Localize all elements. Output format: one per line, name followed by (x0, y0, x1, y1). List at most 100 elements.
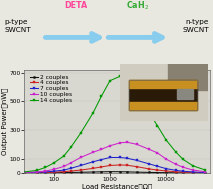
14 couples (100, 95, 103, 98)
Line: 14 couples: 14 couples (23, 75, 206, 173)
7 couples (69, 167, 72, 170)
10 couples (192, 169, 194, 171)
14 couples (53, 162, 55, 164)
2 couples (204, 172, 207, 174)
2 couples (182, 172, 184, 174)
10 couples (165, 158, 167, 160)
14 couples (126, 78, 128, 80)
7 couples (165, 167, 167, 170)
14 couples (79, 132, 82, 134)
14 couples (23, 171, 26, 173)
4 couples (192, 171, 194, 174)
14 couples (156, 125, 159, 127)
10 couples (44, 170, 46, 172)
7 couples (204, 171, 207, 174)
4 couples (62, 170, 65, 173)
7 couples (119, 156, 121, 159)
7 couples (62, 169, 65, 171)
X-axis label: Load Resistance（Ω）: Load Resistance（Ω） (82, 184, 152, 189)
Text: DETA: DETA (64, 1, 87, 10)
2 couples (126, 171, 128, 173)
7 couples (192, 171, 194, 173)
7 couples (156, 165, 159, 167)
2 couples (156, 171, 159, 174)
10 couples (126, 141, 128, 143)
2 couples (165, 172, 167, 174)
7 couples (175, 169, 177, 171)
2 couples (44, 172, 46, 174)
14 couples (69, 146, 72, 149)
10 couples (69, 162, 72, 164)
14 couples (165, 139, 167, 141)
Text: CaH$_2$: CaH$_2$ (126, 0, 149, 12)
10 couples (148, 148, 151, 150)
2 couples (36, 172, 38, 174)
2 couples (192, 172, 194, 174)
10 couples (36, 171, 38, 173)
10 couples (156, 152, 159, 154)
Y-axis label: Output Power（nW）: Output Power（nW） (1, 88, 8, 155)
14 couples (148, 112, 151, 114)
14 couples (62, 155, 65, 157)
10 couples (182, 166, 184, 168)
7 couples (109, 156, 111, 159)
2 couples (62, 171, 65, 174)
2 couples (92, 171, 94, 173)
4 couples (79, 169, 82, 171)
7 couples (23, 171, 26, 174)
10 couples (109, 145, 111, 147)
2 couples (69, 171, 72, 174)
14 couples (109, 80, 111, 82)
10 couples (53, 168, 55, 170)
7 couples (182, 170, 184, 172)
10 couples (119, 142, 121, 144)
2 couples (79, 171, 82, 174)
Bar (177, 89, 193, 99)
7 couples (100, 159, 103, 161)
Bar (129, 80, 197, 88)
10 couples (92, 151, 94, 153)
4 couples (156, 169, 159, 171)
Bar (129, 102, 197, 110)
2 couples (109, 170, 111, 173)
2 couples (53, 172, 55, 174)
4 couples (165, 170, 167, 172)
7 couples (135, 159, 138, 161)
14 couples (175, 151, 177, 153)
Bar (129, 80, 197, 110)
Line: 4 couples: 4 couples (23, 164, 206, 174)
4 couples (126, 164, 128, 166)
2 couples (23, 172, 26, 174)
10 couples (100, 148, 103, 150)
4 couples (109, 164, 111, 167)
Bar (168, 64, 208, 90)
4 couples (92, 167, 94, 170)
2 couples (135, 171, 138, 173)
4 couples (182, 171, 184, 173)
4 couples (69, 170, 72, 172)
7 couples (53, 170, 55, 172)
Text: p-type
SWCNT: p-type SWCNT (4, 19, 31, 33)
4 couples (148, 168, 151, 170)
2 couples (100, 171, 103, 173)
Line: 2 couples: 2 couples (23, 170, 206, 174)
4 couples (53, 171, 55, 173)
14 couples (204, 169, 207, 171)
4 couples (135, 166, 138, 168)
2 couples (119, 171, 121, 173)
4 couples (119, 164, 121, 166)
4 couples (175, 171, 177, 173)
4 couples (100, 166, 103, 168)
10 couples (204, 171, 207, 173)
Line: 10 couples: 10 couples (23, 141, 206, 174)
7 couples (126, 157, 128, 159)
7 couples (44, 171, 46, 173)
7 couples (92, 161, 94, 163)
4 couples (44, 171, 46, 174)
10 couples (79, 156, 82, 159)
2 couples (148, 171, 151, 174)
10 couples (62, 165, 65, 168)
14 couples (192, 165, 194, 167)
Line: 7 couples: 7 couples (23, 156, 206, 174)
Bar (129, 80, 197, 110)
